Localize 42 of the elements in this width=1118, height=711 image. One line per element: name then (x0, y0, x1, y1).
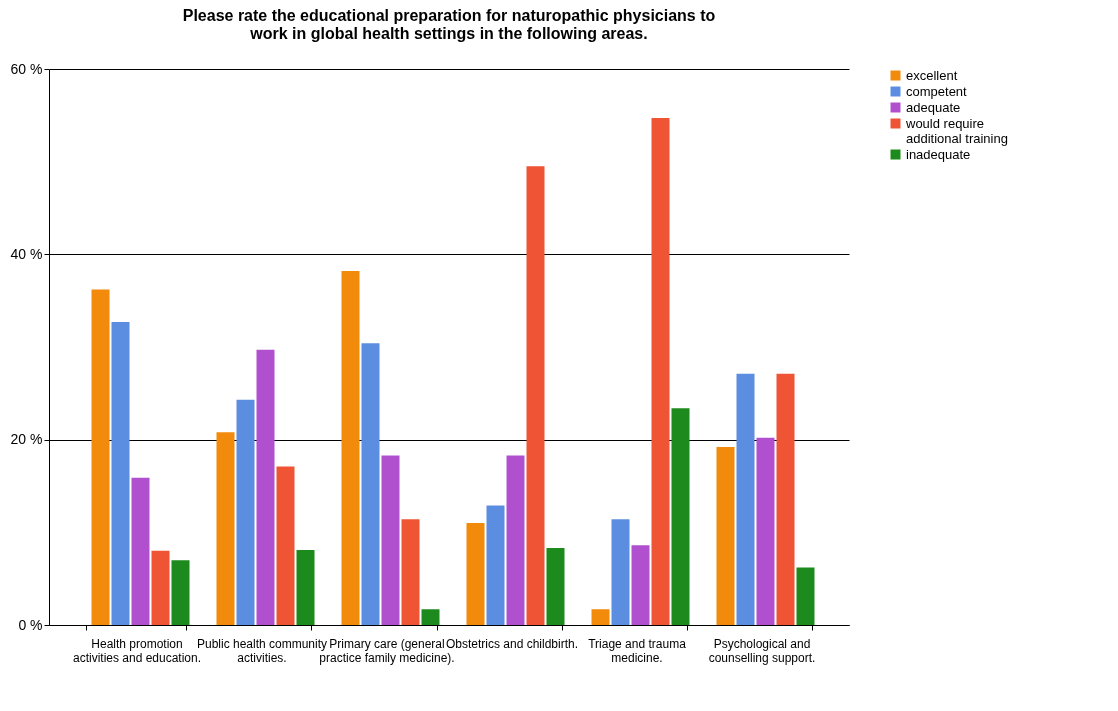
legend-label: excellent (906, 67, 958, 83)
bar (716, 447, 735, 625)
legend-label: inadequate (906, 146, 971, 162)
bar (111, 321, 130, 625)
legend-label: competent (906, 83, 968, 99)
bar (466, 523, 485, 625)
bar (736, 373, 755, 625)
y-tick-label: 20 % (10, 431, 43, 448)
x-tick-label: Obstetrics and childbirth. (445, 636, 579, 651)
legend-label: adequate (906, 99, 961, 115)
bar (296, 549, 315, 625)
x-tick-label: Triage and trauma medicine. (588, 636, 687, 665)
bar (256, 349, 275, 625)
y-tick-label: 40 % (10, 245, 43, 262)
y-tick-label: 60 % (10, 60, 43, 77)
bar (591, 609, 610, 625)
bar (486, 505, 505, 625)
bar (776, 373, 795, 625)
bar (506, 455, 525, 625)
bar (216, 432, 235, 625)
bar (796, 567, 815, 625)
bar (546, 548, 565, 625)
bar (236, 399, 255, 625)
bar (631, 545, 650, 625)
bar (756, 437, 775, 625)
bar (171, 560, 190, 625)
bar (526, 166, 545, 625)
bar (341, 271, 360, 625)
bar (91, 289, 110, 625)
bar (361, 343, 380, 625)
bar (381, 455, 400, 625)
bar (151, 550, 170, 625)
bar (131, 477, 150, 625)
x-tick-label: Psychological and counselling support. (708, 636, 816, 665)
bar (401, 519, 420, 625)
bar (611, 519, 630, 625)
chart-title: Please rate the educational preparation for naturopathic physicians to work in global health settings in the following areas. (182, 7, 716, 42)
y-tick-label: 0 % (18, 616, 43, 633)
bar (421, 609, 440, 625)
bar (651, 118, 670, 625)
bar (671, 408, 690, 625)
bar (276, 466, 295, 625)
